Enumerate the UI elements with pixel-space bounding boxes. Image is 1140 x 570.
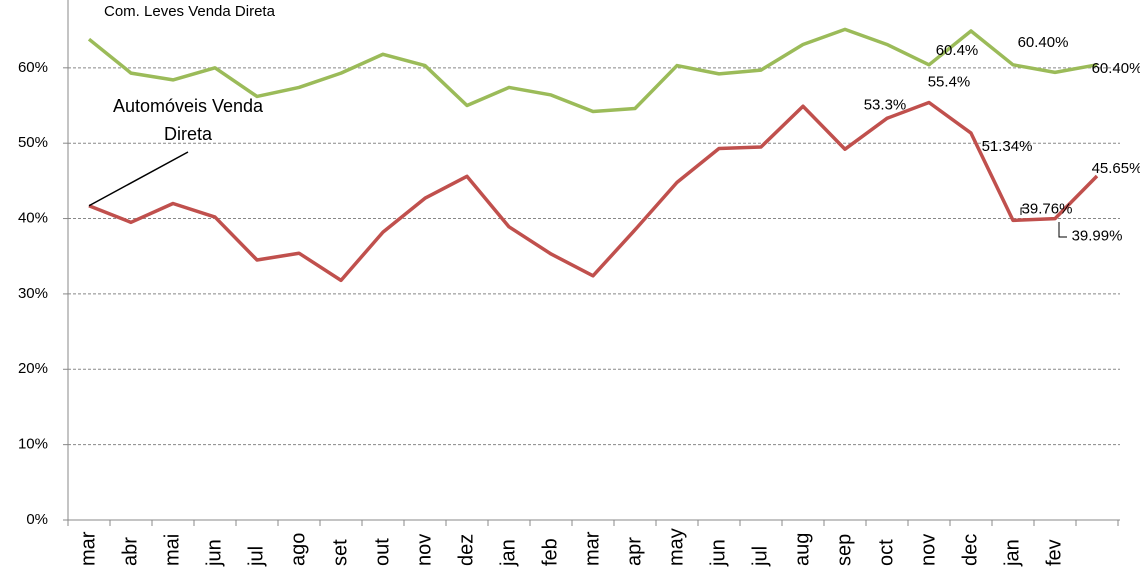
- y-tick-label: 0%: [26, 511, 48, 528]
- y-tick-label: 40%: [18, 210, 48, 227]
- x-tick-label: nov: [413, 534, 435, 566]
- x-tick-label: fev: [1043, 539, 1065, 566]
- x-tick-label: mai: [161, 534, 183, 566]
- x-tick-label: jan: [497, 539, 519, 567]
- series-label: Com. Leves Venda Direta: [104, 3, 276, 20]
- x-tick-label: out: [371, 538, 393, 566]
- data-label: 60.40%: [1092, 60, 1140, 77]
- data-label: 39.99%: [1072, 228, 1123, 245]
- data-label: 60.40%: [1018, 34, 1069, 51]
- y-tick-label: 60%: [18, 59, 48, 76]
- annotation-arrow: [88, 151, 189, 207]
- series-line: [87, 27, 1098, 114]
- leader-line: [1058, 222, 1067, 238]
- y-tick-label: 30%: [18, 285, 48, 302]
- series-label: Automóveis Venda Direta: [112, 96, 264, 144]
- x-tick-label: nov: [917, 534, 939, 566]
- y-tick-label: 10%: [18, 436, 48, 453]
- x-tick-label: jun: [203, 539, 225, 567]
- x-tick-label: may: [665, 528, 687, 566]
- data-label: 60.4%: [936, 42, 979, 59]
- x-tick-label: oct: [875, 539, 897, 566]
- x-tick-label: abr: [119, 537, 141, 566]
- x-tick-label: jun: [707, 539, 729, 567]
- x-tick-label: jan: [1001, 539, 1023, 567]
- data-label: 53.3%: [864, 96, 907, 113]
- x-tick-label: set: [329, 539, 351, 566]
- leader-line: [1020, 207, 1027, 215]
- x-tick-label: sep: [833, 534, 855, 566]
- y-tick-label: 50%: [18, 134, 48, 151]
- series-line: [88, 100, 1099, 283]
- x-tick-label: feb: [539, 538, 561, 566]
- x-tick-label: mar: [581, 531, 603, 566]
- x-tick-label: jul: [749, 546, 771, 567]
- data-label: 51.34%: [982, 138, 1033, 155]
- x-tick-label: dec: [959, 534, 981, 566]
- x-tick-label: apr: [623, 537, 645, 566]
- x-tick-label: aug: [791, 533, 813, 566]
- x-tick-label: ago: [287, 533, 309, 566]
- x-tick-label: mar: [77, 531, 99, 566]
- data-label: 39.76%: [1022, 200, 1073, 217]
- data-label: 55.4%: [928, 73, 971, 90]
- y-tick-label: 20%: [18, 360, 48, 377]
- data-label: 45.65%: [1092, 160, 1140, 177]
- x-tick-label: jul: [245, 546, 267, 567]
- x-tick-label: dez: [455, 534, 477, 566]
